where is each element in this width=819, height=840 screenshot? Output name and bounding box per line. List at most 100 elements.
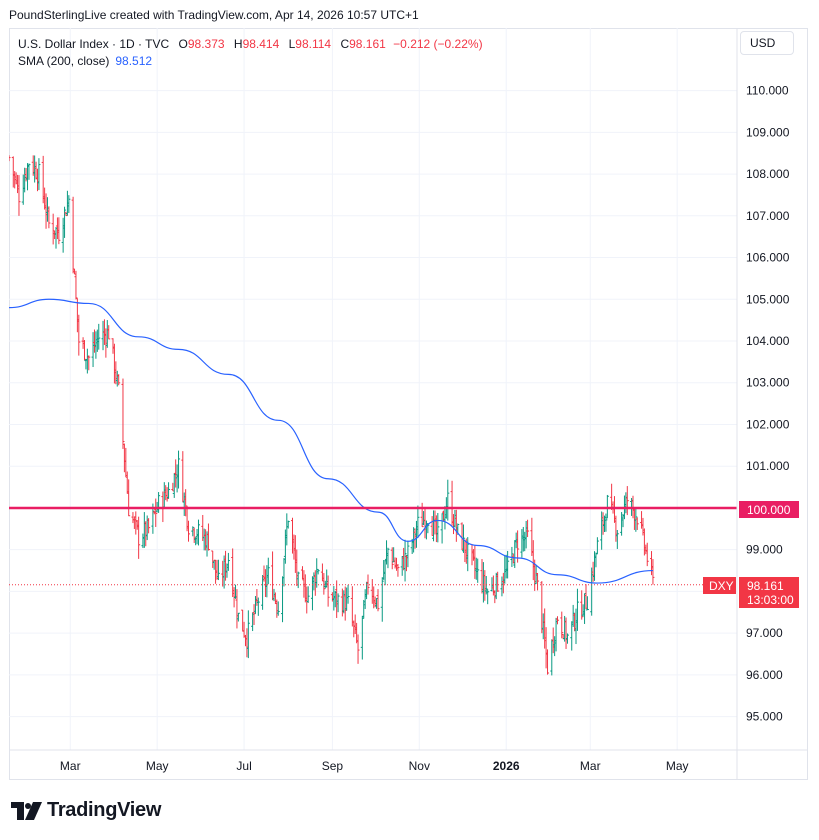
ohlc-bar (147, 518, 151, 534)
high-label: H (233, 37, 243, 51)
ohlc-bar (266, 557, 270, 585)
ohlc-bar (63, 206, 67, 238)
ohlc-bar (350, 586, 354, 627)
ohlc-bar (157, 492, 161, 513)
axes: 95.00096.00097.00098.00099.000100.000101… (9, 28, 808, 780)
ohlc-bar (634, 508, 638, 532)
ohlc-bar (276, 601, 280, 616)
low-label: L (288, 37, 296, 51)
ohlc-bar (625, 486, 629, 516)
ohlc-bar (206, 523, 210, 551)
ohlc-bar (605, 494, 609, 519)
open-value: 98.373 (187, 37, 225, 51)
ohlc-bar (526, 519, 530, 538)
ohlc-bar (306, 586, 310, 603)
ohlc-bar (167, 482, 171, 499)
ohlc-bar (585, 596, 589, 611)
tradingview-logo[interactable]: TradingView (11, 799, 161, 822)
ohlc-bar (403, 539, 407, 582)
ohlc-bar (546, 649, 550, 675)
ohlc-bar (376, 589, 380, 612)
last-price-tag: 98.161 (739, 577, 799, 594)
ohlc-bar (390, 547, 394, 570)
ohlc-bar (77, 314, 81, 356)
ohlc-bar (356, 634, 360, 664)
ohlc-bar (604, 513, 608, 532)
ohlc-bar (121, 378, 125, 449)
ohlc-bar (484, 575, 488, 595)
ohlc-bar (117, 374, 121, 386)
ohlc-bar (67, 195, 71, 214)
x-tick-label: Mar (60, 759, 81, 773)
ohlc-bar (316, 568, 320, 575)
ohlc-bar (536, 572, 540, 591)
ohlc-bar (396, 563, 400, 577)
x-tick-label: Mar (580, 759, 601, 773)
ohlc-bar (71, 196, 75, 274)
y-tick-label: 106.000 (746, 251, 790, 265)
ohlc-bar (27, 163, 31, 180)
ohlc-bar (416, 505, 420, 539)
price-chart[interactable]: 95.00096.00097.00098.00099.000100.000101… (9, 28, 808, 780)
y-tick-label: 95.000 (746, 710, 783, 724)
x-tick-label: Nov (409, 759, 430, 773)
ohlc-bar (177, 450, 181, 489)
y-tick-label: 107.000 (746, 209, 790, 223)
ohlc-bar (256, 597, 260, 616)
y-tick-label: 105.000 (746, 292, 790, 306)
ohlc-bar (336, 593, 340, 613)
x-tick-label: May (666, 759, 689, 773)
ohlc-bar (436, 512, 440, 543)
ohlc-bar (37, 158, 41, 191)
close-label: C (340, 37, 350, 51)
x-tick-label: Sep (322, 759, 344, 773)
ohlc-bar (47, 206, 51, 229)
ohlc-bar (380, 577, 384, 622)
symbol-title: U.S. Dollar Index · 1D · TVC (18, 37, 170, 51)
x-tick-label: Jul (236, 759, 251, 773)
ohlc-bar (322, 573, 326, 595)
y-tick-label: 108.000 (746, 167, 790, 181)
ohlc-bar (360, 615, 364, 660)
ohlc-bar (516, 530, 520, 563)
ohlc-bar (645, 542, 649, 567)
chart-attribution: PoundSterlingLive created with TradingVi… (9, 8, 419, 22)
currency-button[interactable]: USD (740, 31, 794, 55)
ohlc-bar (346, 584, 350, 604)
chart-legend: U.S. Dollar Index · 1D · TVC O98.373 H98… (18, 36, 483, 70)
ohlc-bar (196, 519, 200, 546)
ohlc-bar (154, 498, 158, 527)
y-tick-label: 110.000 (746, 84, 789, 98)
level-price-tag: 100.000 (739, 501, 799, 518)
logo-text: TradingView (47, 799, 162, 821)
y-tick-label: 104.000 (746, 334, 790, 348)
countdown-tag: 13:03:00 (739, 593, 799, 608)
sma-200-line (9, 298, 653, 584)
symbol-tag: DXY (703, 577, 736, 594)
ohlc-bar (187, 520, 191, 542)
y-tick-label: 99.000 (746, 543, 783, 557)
ohlc-bar (476, 558, 480, 583)
ohlc-bar (386, 547, 390, 569)
ohlc-bar (446, 479, 450, 521)
ohlc-bar (216, 559, 220, 581)
chart-frame (9, 28, 808, 780)
ohlc-bars (9, 155, 655, 676)
ohlc-bar (506, 550, 510, 579)
ohlc-bar (127, 479, 131, 517)
high-value: 98.414 (242, 37, 280, 51)
ohlc-bar (575, 588, 579, 631)
x-tick-label: May (146, 759, 169, 773)
ohlc-bar (246, 610, 250, 659)
close-value: 98.161 (349, 37, 386, 51)
ohlc-bar (296, 571, 300, 589)
tradingview-logo-icon (11, 801, 42, 820)
y-tick-label: 97.000 (746, 626, 783, 640)
ohlc-bar (651, 559, 655, 585)
x-tick-label: 2026 (493, 759, 520, 773)
ohlc-bar (615, 529, 619, 549)
ohlc-bar (17, 175, 21, 216)
sma-label: SMA (200, close) (18, 54, 110, 68)
ohlc-bar (107, 325, 111, 340)
ohlc-bar (57, 217, 61, 245)
